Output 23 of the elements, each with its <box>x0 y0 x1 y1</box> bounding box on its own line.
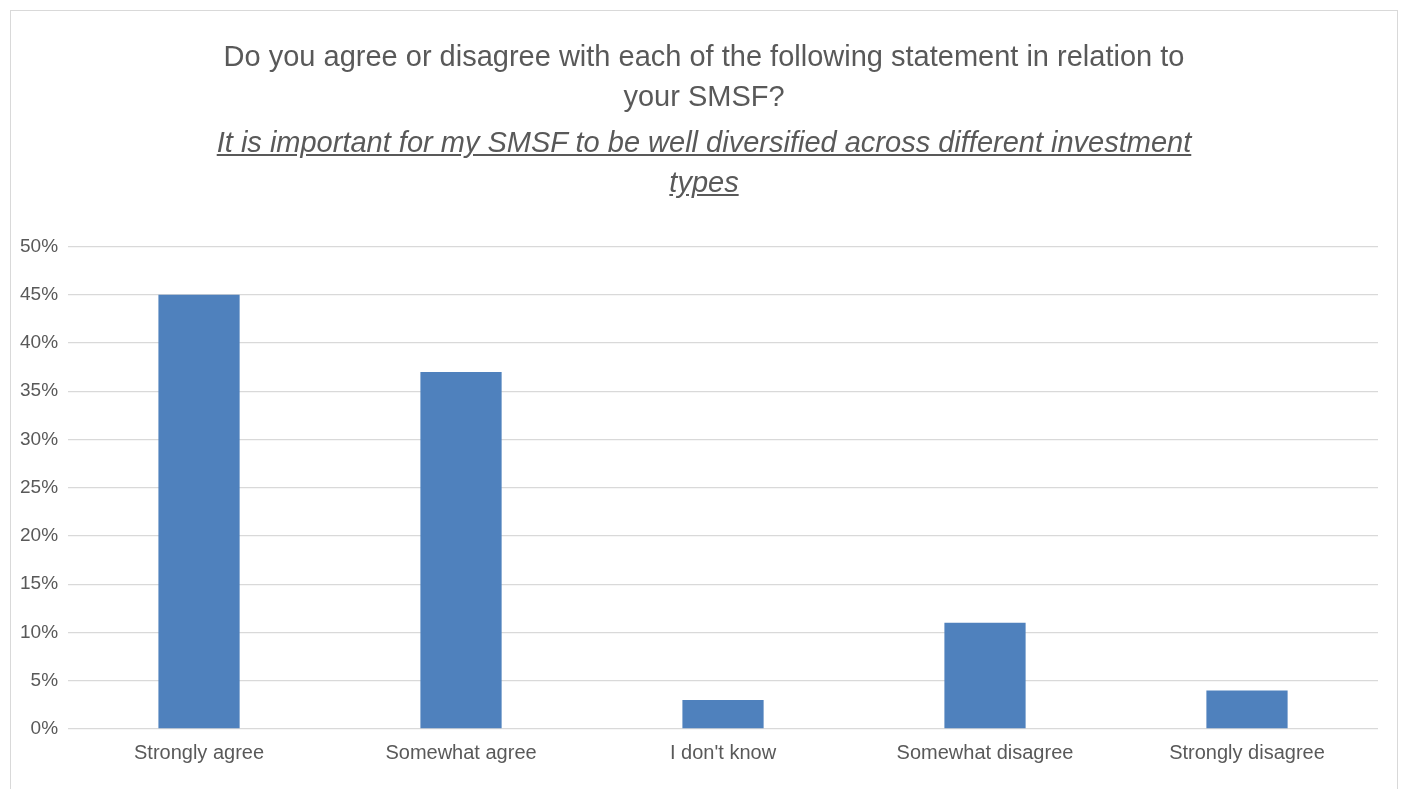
x-tick-label: I don't know <box>669 740 777 763</box>
y-tick-label: 25% <box>20 475 59 497</box>
x-tick-label: Somewhat disagree <box>896 740 1074 763</box>
bar <box>158 294 240 729</box>
y-tick-label: 15% <box>20 572 59 594</box>
y-tick-label: 35% <box>20 379 59 401</box>
x-tick-label: Strongly agree <box>133 740 265 763</box>
y-tick-label: 45% <box>20 282 59 304</box>
chart-subtitle: It is important for my SMSF to be well diversified across different investment types <box>215 125 1194 200</box>
y-tick-label: 30% <box>20 427 59 449</box>
bar <box>420 371 502 729</box>
y-tick-label: 50% <box>20 234 59 256</box>
y-tick-label: 10% <box>20 620 59 642</box>
bar <box>682 700 764 729</box>
x-tick-label: Somewhat agree <box>385 740 537 763</box>
bar <box>1206 690 1288 729</box>
chart-title: Do you agree or disagree with each of the following statement in relation to your SMSF? <box>222 39 1186 114</box>
y-tick-label: 20% <box>20 524 59 546</box>
bar <box>944 622 1026 729</box>
y-tick-label: 5% <box>30 668 59 690</box>
x-tick-label: Strongly disagree <box>1169 740 1325 763</box>
y-tick-label: 0% <box>30 717 59 739</box>
y-tick-label: 40% <box>20 331 59 353</box>
